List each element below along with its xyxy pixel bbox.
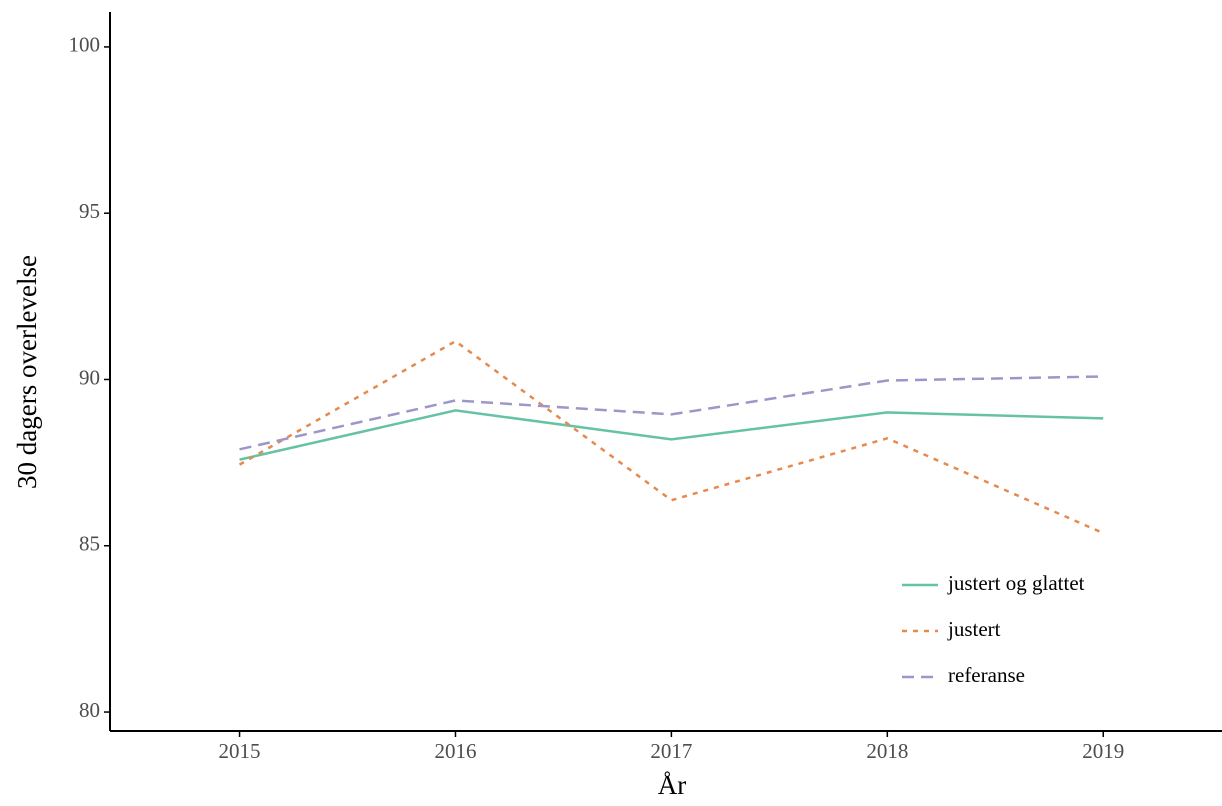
x-tick-label: 2019 <box>1082 739 1124 763</box>
legend-label: referanse <box>948 663 1025 687</box>
legend-label: justert og glattet <box>947 571 1085 595</box>
x-tick-label: 2017 <box>650 739 692 763</box>
series-line <box>239 375 1104 451</box>
legend-label: justert <box>947 617 1001 641</box>
x-tick-label: 2016 <box>434 739 476 763</box>
x-axis-title: År <box>658 770 687 800</box>
x-tick-label: 2015 <box>219 739 261 763</box>
y-tick-label: 85 <box>79 532 100 556</box>
y-tick-label: 100 <box>69 33 101 57</box>
y-tick-label: 90 <box>79 365 100 389</box>
series-line <box>238 339 1104 535</box>
series-line <box>239 409 1104 461</box>
x-tick-label: 2018 <box>866 739 908 763</box>
y-tick-label: 80 <box>79 698 100 722</box>
y-tick-label: 95 <box>79 199 100 223</box>
y-axis-title: 30 dagers overlevelse <box>12 255 42 489</box>
